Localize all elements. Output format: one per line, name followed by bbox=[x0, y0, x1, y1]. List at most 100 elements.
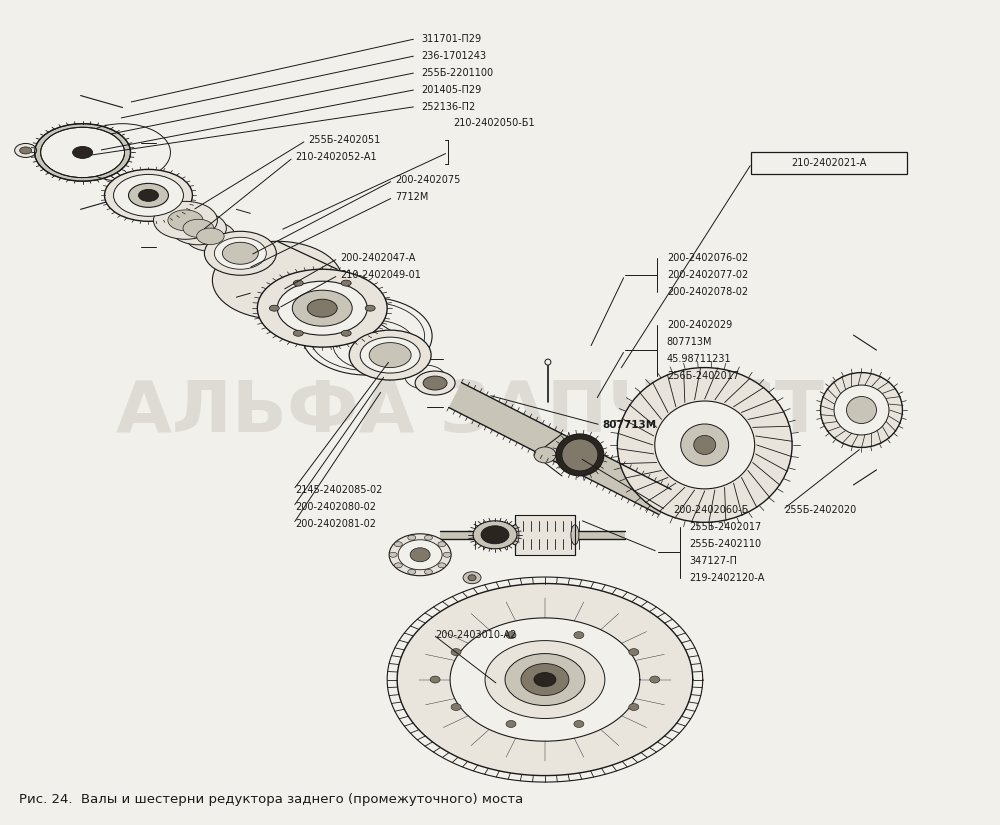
Ellipse shape bbox=[424, 569, 432, 574]
Ellipse shape bbox=[430, 676, 440, 683]
Ellipse shape bbox=[269, 305, 279, 311]
Ellipse shape bbox=[534, 447, 556, 463]
Ellipse shape bbox=[556, 434, 604, 476]
Text: 807713М: 807713М bbox=[667, 337, 712, 347]
Text: 200-2402081-02: 200-2402081-02 bbox=[295, 519, 376, 529]
Text: 200-2403010-А2: 200-2403010-А2 bbox=[435, 629, 516, 639]
FancyBboxPatch shape bbox=[751, 153, 907, 174]
Ellipse shape bbox=[847, 397, 876, 423]
Text: 2145-2402085-02: 2145-2402085-02 bbox=[295, 485, 383, 495]
Ellipse shape bbox=[451, 704, 461, 710]
Ellipse shape bbox=[415, 371, 455, 395]
Ellipse shape bbox=[55, 135, 111, 169]
Ellipse shape bbox=[681, 424, 729, 466]
Text: 201405-П29: 201405-П29 bbox=[421, 84, 481, 95]
Ellipse shape bbox=[506, 632, 516, 639]
Ellipse shape bbox=[408, 569, 416, 574]
Text: 45.98711231: 45.98711231 bbox=[667, 354, 731, 364]
Polygon shape bbox=[450, 618, 640, 741]
Ellipse shape bbox=[20, 147, 32, 154]
Ellipse shape bbox=[834, 385, 889, 435]
Ellipse shape bbox=[170, 212, 226, 245]
Ellipse shape bbox=[485, 641, 605, 719]
Text: 200-2402060-Б: 200-2402060-Б bbox=[673, 505, 748, 515]
Text: 252136-П2: 252136-П2 bbox=[421, 101, 475, 111]
Ellipse shape bbox=[438, 563, 446, 568]
Ellipse shape bbox=[73, 147, 93, 158]
Text: 255Б-2402017: 255Б-2402017 bbox=[690, 521, 762, 532]
Ellipse shape bbox=[534, 672, 556, 686]
Ellipse shape bbox=[341, 280, 351, 286]
Ellipse shape bbox=[650, 676, 660, 683]
Polygon shape bbox=[515, 515, 575, 554]
Ellipse shape bbox=[307, 299, 337, 317]
Ellipse shape bbox=[214, 238, 266, 269]
Ellipse shape bbox=[511, 525, 519, 545]
Ellipse shape bbox=[114, 174, 183, 216]
Ellipse shape bbox=[574, 720, 584, 728]
Text: 200-2402075: 200-2402075 bbox=[395, 176, 461, 186]
Text: 200-2402029: 200-2402029 bbox=[667, 320, 732, 330]
Ellipse shape bbox=[408, 535, 416, 540]
Ellipse shape bbox=[212, 241, 342, 319]
Ellipse shape bbox=[389, 552, 397, 557]
Ellipse shape bbox=[394, 563, 402, 568]
Ellipse shape bbox=[15, 144, 37, 158]
Ellipse shape bbox=[277, 281, 367, 335]
Text: АЛЬФА ЗАПЧАСТИ: АЛЬФА ЗАПЧАСТИ bbox=[116, 378, 884, 446]
Ellipse shape bbox=[360, 337, 420, 373]
Text: 255Б-2402051: 255Б-2402051 bbox=[308, 135, 381, 145]
Ellipse shape bbox=[341, 330, 351, 337]
Ellipse shape bbox=[197, 228, 224, 244]
Polygon shape bbox=[397, 583, 693, 776]
Ellipse shape bbox=[185, 221, 235, 252]
Ellipse shape bbox=[129, 183, 168, 207]
Text: 311701-П29: 311701-П29 bbox=[421, 34, 481, 44]
Ellipse shape bbox=[73, 147, 93, 158]
Ellipse shape bbox=[389, 534, 451, 576]
Ellipse shape bbox=[694, 436, 716, 455]
Ellipse shape bbox=[545, 359, 551, 365]
Ellipse shape bbox=[41, 127, 125, 177]
Ellipse shape bbox=[168, 210, 203, 231]
Ellipse shape bbox=[629, 648, 639, 656]
Text: 255Б-2201100: 255Б-2201100 bbox=[421, 68, 493, 78]
Ellipse shape bbox=[293, 280, 303, 286]
Ellipse shape bbox=[365, 305, 375, 311]
Polygon shape bbox=[449, 383, 671, 514]
Ellipse shape bbox=[410, 548, 430, 562]
Text: 210-2402052-А1: 210-2402052-А1 bbox=[295, 153, 377, 163]
Text: 236-1701243: 236-1701243 bbox=[421, 50, 486, 60]
Ellipse shape bbox=[398, 540, 442, 570]
Ellipse shape bbox=[293, 330, 303, 337]
Ellipse shape bbox=[394, 542, 402, 547]
Ellipse shape bbox=[183, 219, 214, 238]
Text: 210-2402050-Б1: 210-2402050-Б1 bbox=[453, 119, 535, 129]
Ellipse shape bbox=[443, 552, 451, 557]
Ellipse shape bbox=[423, 376, 447, 390]
Text: 200-2402078-02: 200-2402078-02 bbox=[667, 287, 748, 297]
Ellipse shape bbox=[105, 169, 192, 221]
Ellipse shape bbox=[369, 342, 411, 368]
Text: 7712М: 7712М bbox=[395, 192, 429, 202]
Ellipse shape bbox=[655, 401, 755, 489]
Ellipse shape bbox=[424, 535, 432, 540]
Ellipse shape bbox=[65, 142, 101, 163]
Ellipse shape bbox=[562, 439, 598, 471]
Ellipse shape bbox=[473, 521, 517, 549]
Text: 255Б-2402020: 255Б-2402020 bbox=[785, 505, 857, 515]
Polygon shape bbox=[440, 530, 625, 539]
Ellipse shape bbox=[257, 269, 387, 347]
Ellipse shape bbox=[451, 648, 461, 656]
Ellipse shape bbox=[506, 720, 516, 728]
Text: 347127-П: 347127-П bbox=[690, 556, 738, 566]
Ellipse shape bbox=[505, 653, 585, 705]
Ellipse shape bbox=[574, 632, 584, 639]
Ellipse shape bbox=[481, 526, 509, 544]
Ellipse shape bbox=[468, 575, 476, 581]
Text: 200-2402076-02: 200-2402076-02 bbox=[667, 253, 748, 263]
Text: 200-2402077-02: 200-2402077-02 bbox=[667, 271, 748, 281]
Text: 256Б-2402017: 256Б-2402017 bbox=[667, 371, 739, 381]
Ellipse shape bbox=[463, 572, 481, 584]
Text: 200-2402080-02: 200-2402080-02 bbox=[295, 502, 376, 512]
